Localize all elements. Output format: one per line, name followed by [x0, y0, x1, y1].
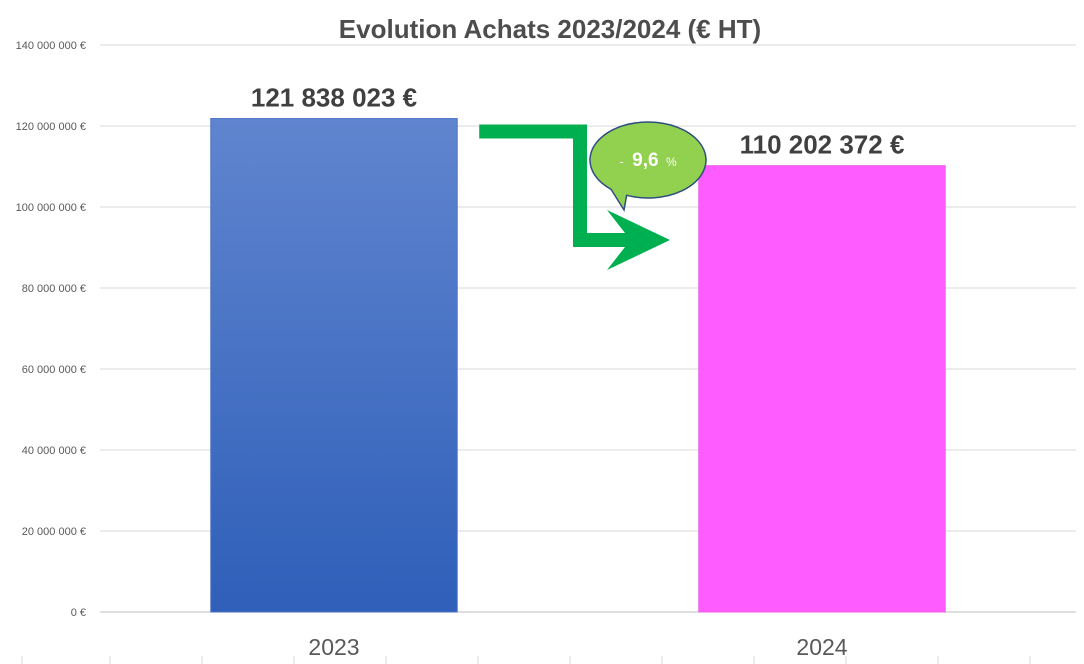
- bars: [210, 118, 946, 613]
- data-labels: 121 838 023 € 110 202 372 €: [251, 83, 905, 160]
- percent-suffix: %: [666, 155, 677, 169]
- y-tick-label: 0 €: [71, 607, 86, 619]
- y-axis-ticks: 0 € 20 000 000 € 40 000 000 € 60 000 000 € 8…: [16, 40, 86, 619]
- percent-prefix: -: [619, 154, 623, 169]
- y-tick-label: 140 000 000 €: [16, 40, 86, 52]
- percent-bubble: [589, 121, 707, 213]
- bar-2023: [210, 118, 458, 613]
- y-tick-label: 120 000 000 €: [16, 121, 86, 133]
- percent-value: 9,6: [632, 150, 658, 171]
- trend-arrow: [479, 124, 670, 271]
- y-tick-label: 80 000 000 €: [22, 283, 86, 295]
- y-tick-label: 100 000 000 €: [16, 202, 86, 214]
- y-tick-label: 40 000 000 €: [22, 445, 86, 457]
- chart-title: Evolution Achats 2023/2024 (€ HT): [339, 14, 761, 44]
- y-tick-label: 60 000 000 €: [22, 364, 86, 376]
- change-annotation: - 9,6 %: [479, 121, 707, 271]
- x-axis-ticks: 2023 2024: [308, 634, 847, 660]
- bar-2024: [698, 165, 946, 613]
- data-label: 110 202 372 €: [740, 130, 905, 160]
- x-tick-label: 2024: [796, 634, 847, 660]
- x-tick-label: 2023: [308, 634, 359, 660]
- y-tick-label: 20 000 000 €: [22, 526, 86, 538]
- data-label: 121 838 023 €: [251, 83, 417, 113]
- percent-change-label: - 9,6 %: [619, 150, 677, 171]
